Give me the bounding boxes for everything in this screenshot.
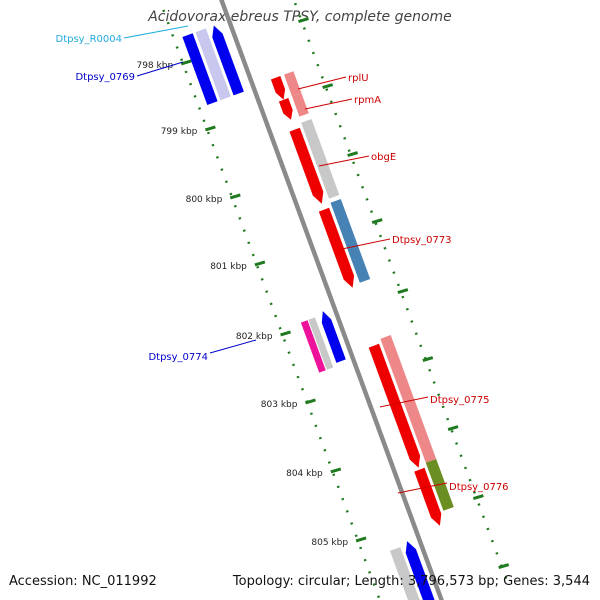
gene-label: Dtpsy_0775 [430, 395, 490, 406]
gene-leader-line [304, 98, 353, 110]
tick-label: 799 kbp [161, 127, 198, 137]
gene-label: rpmA [354, 95, 381, 106]
accession-label: Accession: NC_011992 [9, 574, 157, 589]
tick-mark-fwd [229, 193, 241, 200]
gene-rpmA-cds [292, 93, 309, 117]
tick-label: 801 kbp [210, 262, 247, 272]
tick-label: 802 kbp [236, 332, 273, 342]
tick-mark-fwd [355, 536, 367, 543]
gene-0774b-arrow [321, 311, 346, 363]
gene-0774-cds [308, 317, 334, 370]
tick-mark-fwd [204, 125, 216, 132]
gene-0773-arrow [318, 207, 355, 288]
tick-mark-fwd [305, 398, 316, 405]
gene-label: Dtpsy_0773 [392, 235, 452, 246]
tick-mark-fwd [280, 330, 291, 337]
gene-rpmA-arrow [278, 98, 293, 120]
tick-label: 805 kbp [311, 538, 348, 548]
tick-mark-rev [298, 17, 309, 24]
gene-0773-cds [330, 199, 371, 283]
tick-mark-rev [447, 425, 459, 432]
genome-summary: Topology: circular; Length: 3,796,573 bp… [232, 574, 590, 589]
gene-next-arrow [405, 541, 435, 600]
gene-0775-cds [380, 335, 437, 463]
gene-label: Dtpsy_0774 [148, 352, 208, 363]
gene-rplU-cds [284, 71, 302, 97]
gene-leader-line [397, 482, 448, 494]
tick-mark-fwd [330, 467, 342, 474]
tick-mark-rev [472, 494, 484, 501]
gene-label: obgE [371, 152, 396, 163]
gene-next-cds [389, 547, 420, 600]
tick-mark-rev [422, 356, 434, 363]
tick-mark-fwd [180, 59, 192, 66]
gene-label: Dtpsy_0769 [75, 72, 135, 83]
gene-leader-line [341, 238, 391, 250]
gene-0769-cds-shadow [195, 28, 231, 101]
tick-label: 800 kbp [186, 195, 223, 205]
tick-mark-fwd [254, 260, 266, 267]
gene-0775-arrow [368, 343, 421, 468]
gene-0776-arrow [414, 467, 442, 526]
gene-obgE-arrow [289, 127, 324, 204]
gene-0769-arrow [212, 25, 244, 96]
gene-leader-line [123, 25, 189, 39]
gene-leader-line [318, 155, 370, 167]
gene-leader-line [209, 339, 257, 354]
tick-label: 798 kbp [136, 61, 173, 71]
gene-label: rplU [348, 73, 369, 84]
tick-mark-rev [347, 151, 359, 158]
gene-leader-line [297, 76, 347, 90]
tick-mark-rev [371, 218, 383, 225]
backbone-line [219, 0, 444, 600]
gene-0769-arrow-left [182, 33, 218, 105]
gene-label: Dtpsy_R0004 [56, 34, 123, 45]
gene-rplU-arrow [270, 76, 286, 100]
gene-label: Dtpsy_0776 [449, 482, 509, 493]
gene-0774-arrow [300, 320, 326, 373]
tick-mark-rev [498, 563, 510, 570]
tick-label: 804 kbp [286, 469, 323, 479]
tick-mark-rev [397, 288, 409, 295]
tick-mark-rev [322, 83, 334, 90]
gene-leader-line [136, 61, 184, 77]
tick-label: 803 kbp [261, 400, 298, 410]
gene-leader-line [379, 396, 429, 408]
gene-obgE-cds [301, 119, 340, 199]
